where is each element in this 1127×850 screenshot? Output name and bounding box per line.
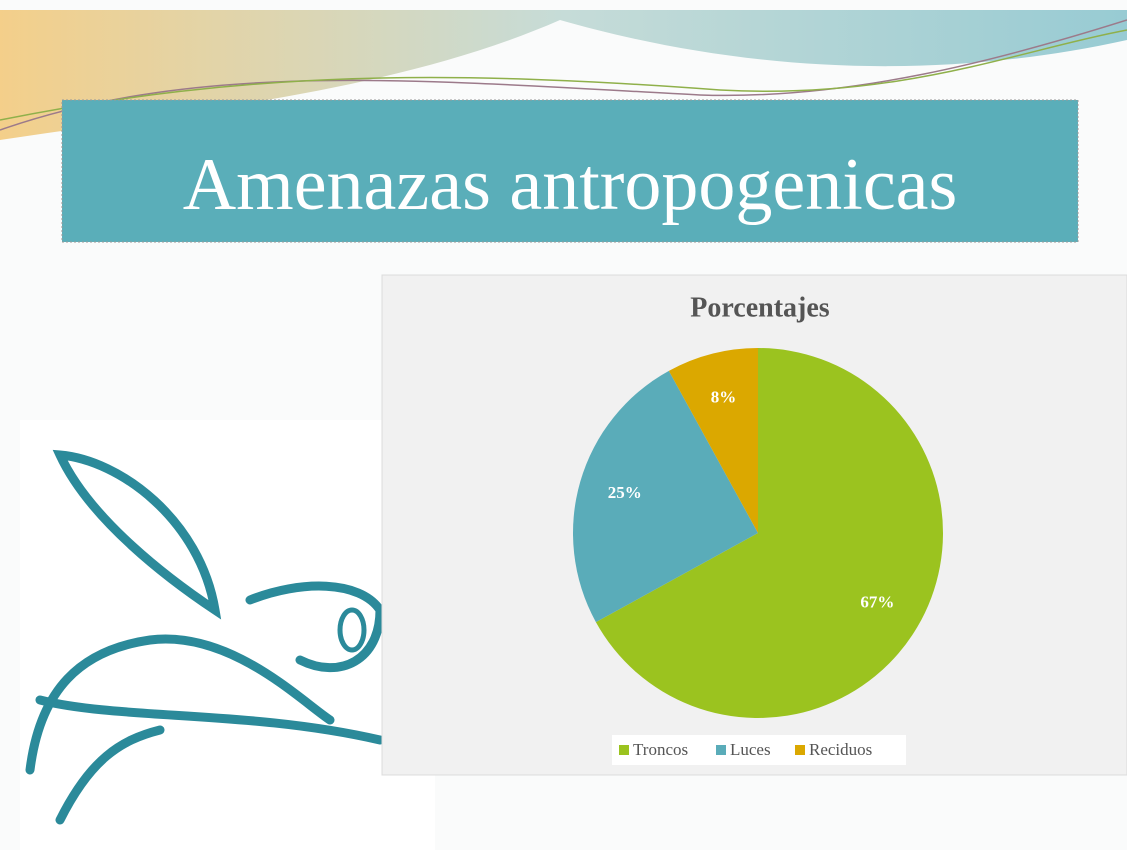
- legend-swatch: [716, 745, 726, 755]
- legend-label: Troncos: [633, 740, 688, 759]
- chart-title: Porcentajes: [690, 292, 830, 323]
- data-label: 25%: [608, 483, 642, 502]
- pie-slice: [668, 348, 758, 533]
- legend-label: Luces: [730, 740, 771, 759]
- legend-swatch: [795, 745, 805, 755]
- legend-box: [612, 735, 906, 765]
- legend-swatch: [619, 745, 629, 755]
- legend-label: Reciduos: [809, 740, 872, 759]
- slide-title: Amenazas antropogenicas: [183, 144, 958, 226]
- data-label: 67%: [860, 593, 894, 612]
- turtle-logo: [20, 420, 435, 850]
- header-line: [0, 29, 1127, 121]
- pie-slice: [595, 348, 943, 718]
- title-box[interactable]: [61, 99, 1079, 243]
- header-wave: [0, 10, 1127, 140]
- pie-slice: [573, 370, 758, 623]
- header-line: [0, 19, 1127, 131]
- data-label: 8%: [711, 388, 737, 407]
